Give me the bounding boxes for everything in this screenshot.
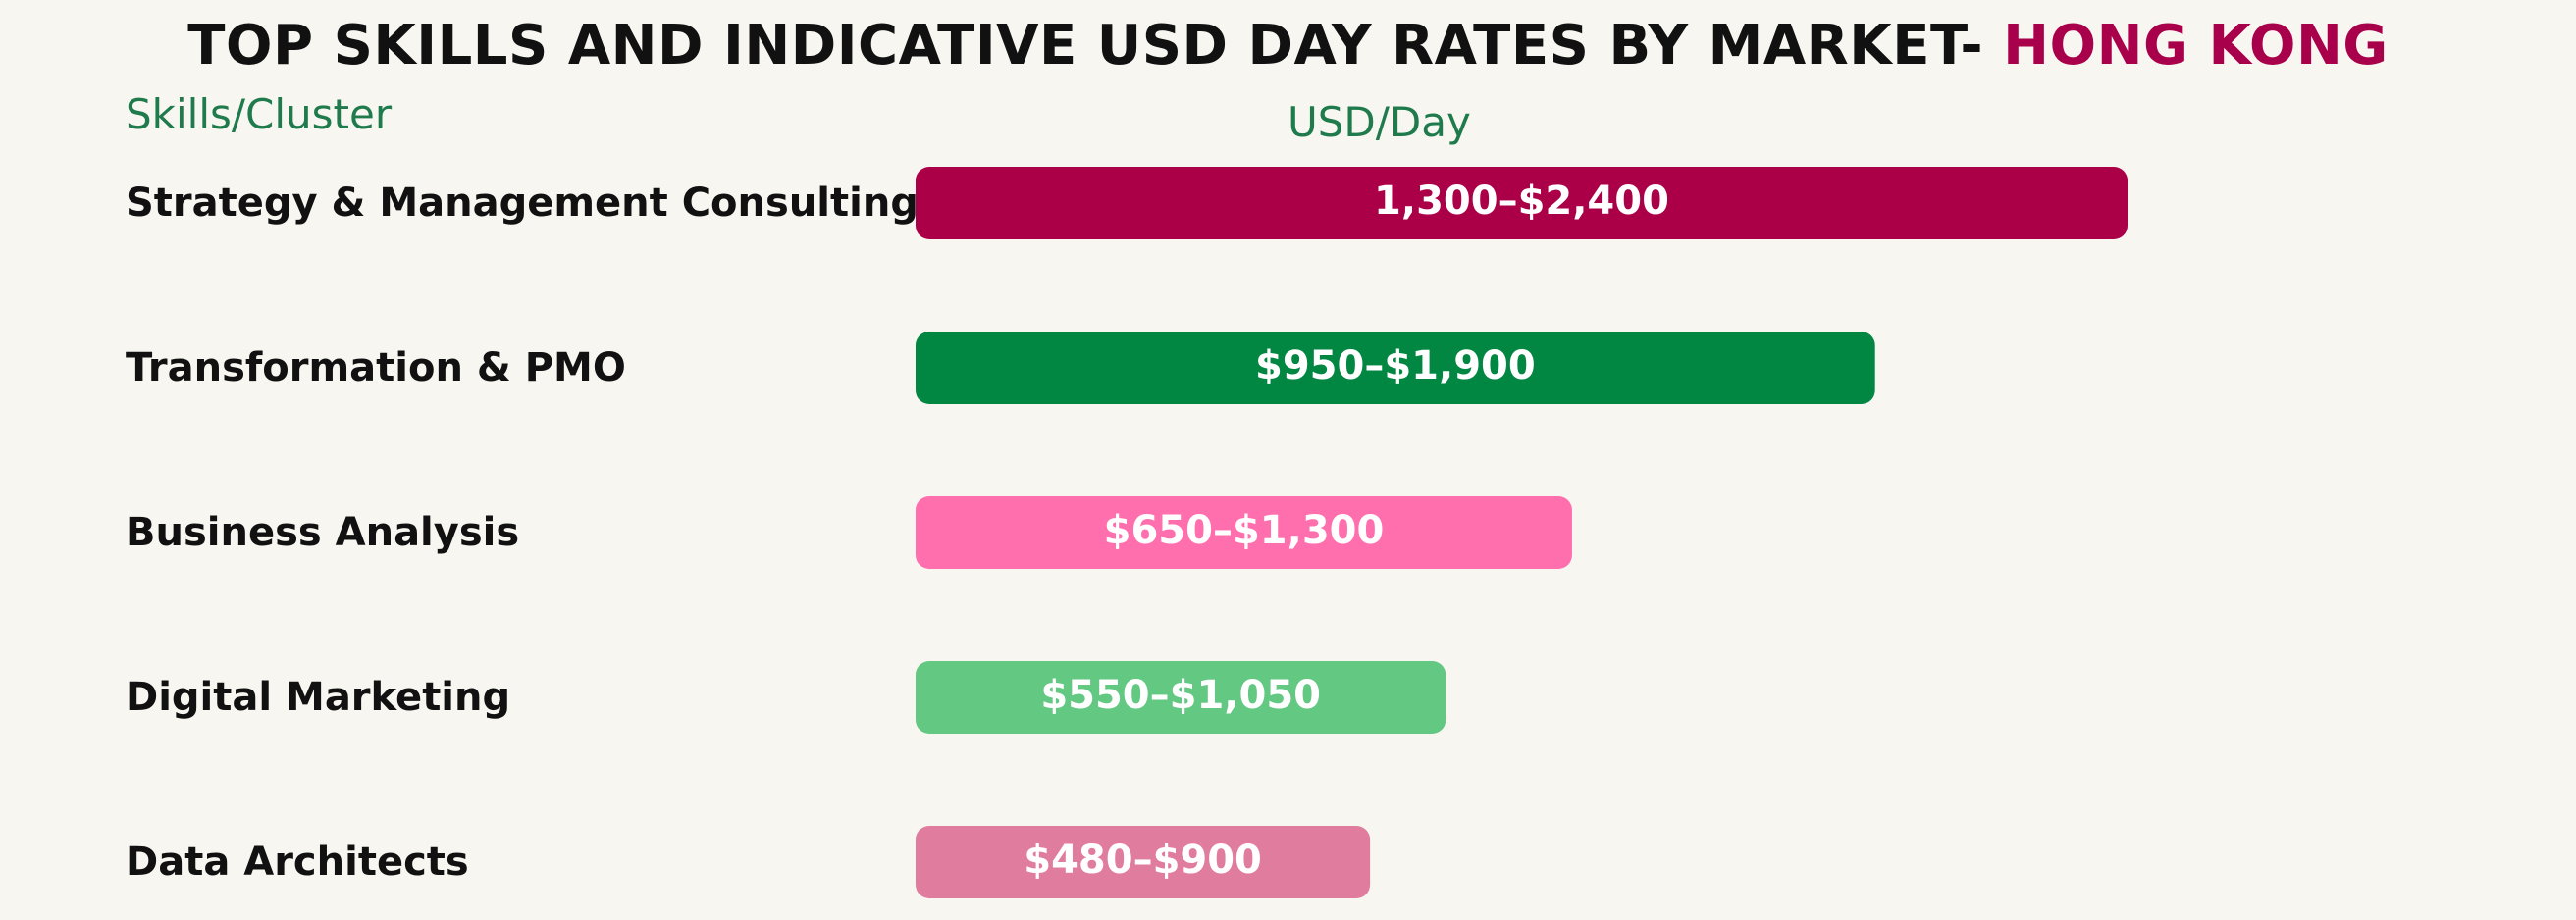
bar-value-label: $950–$1,900 [1255,343,1536,388]
bar [916,826,1371,898]
bar-value-label: $650–$1,300 [1104,508,1385,553]
category-label: Transformation & PMO [126,345,626,390]
bar-value-label: 1,300–$2,400 [1374,179,1669,224]
skills-heading: Skills/Cluster [126,90,393,138]
bar [916,661,1446,734]
bar [916,167,2128,239]
title-main: TOP SKILLS AND INDICATIVE USD DAY RATES … [187,14,2004,77]
title-accent: HONG KONG [2003,14,2389,77]
category-label: Data Architects [126,840,469,885]
bar-value-label: $550–$1,050 [1040,673,1321,718]
bar-value-label: $480–$900 [1024,838,1262,883]
chart-title: TOP SKILLS AND INDICATIVE USD DAY RATES … [0,14,2576,77]
bar [916,496,1572,569]
usd-heading: USD/Day [1288,98,1471,146]
bar [916,332,1875,404]
category-label: Strategy & Management Consulting [126,180,919,226]
category-label: Business Analysis [126,510,519,555]
category-label: Digital Marketing [126,675,510,720]
